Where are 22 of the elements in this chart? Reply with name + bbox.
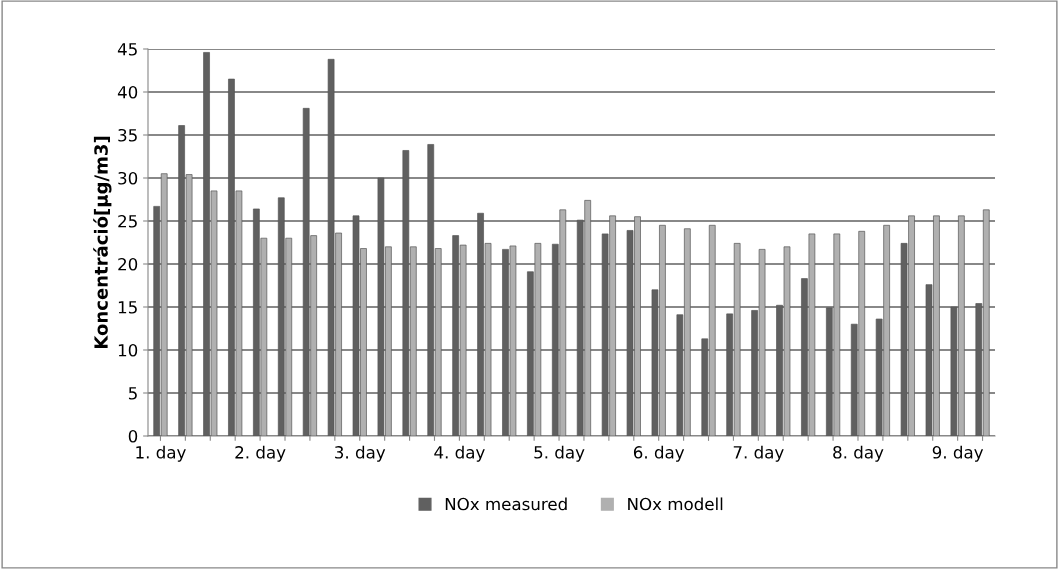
x-tick-label: 4. day xyxy=(434,445,485,462)
y-tick-label: 45 xyxy=(117,43,137,56)
x-tick-label: 7. day xyxy=(733,445,784,462)
y-tick-label: 20 xyxy=(118,257,138,271)
y-tick-label: 5 xyxy=(128,387,137,400)
y-tick-label: 40 xyxy=(117,85,138,99)
y-tick-label: 35 xyxy=(118,128,137,142)
y-tick-label: 15 xyxy=(118,301,137,314)
x-tick-label: 6. day xyxy=(633,445,685,462)
y-tick-label: 30 xyxy=(118,171,138,185)
legend-label: NOx modell xyxy=(628,497,723,511)
x-tick-label: 5. day xyxy=(534,445,585,462)
y-tick-label: 25 xyxy=(118,214,137,228)
y-tick-label: 10 xyxy=(118,343,138,357)
x-tick-label: 2. day xyxy=(235,445,286,462)
x-tick-label: 3. day xyxy=(335,445,386,462)
y-tick-label: 0 xyxy=(128,429,138,443)
legend-label: NOx measured xyxy=(445,497,567,511)
x-tick-label: 1. day xyxy=(136,445,186,462)
x-tick-label: 8. day xyxy=(833,445,884,462)
x-tick-label: 9. day xyxy=(932,445,984,462)
y-axis-title: Koncentráció[µg/m3] xyxy=(93,136,112,349)
